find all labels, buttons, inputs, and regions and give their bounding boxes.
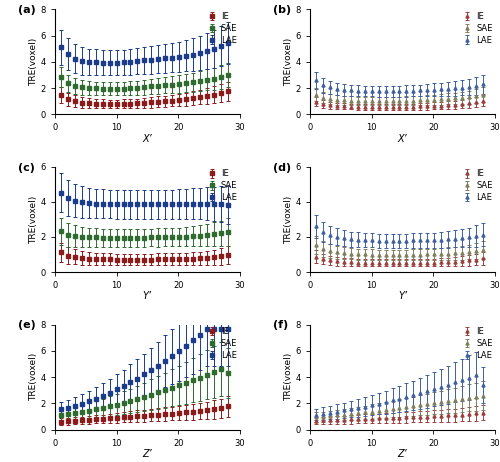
X-axis label: Y’: Y’ xyxy=(398,292,407,301)
Text: (d): (d) xyxy=(273,163,291,173)
Legend: IE, SAE, LAE: IE, SAE, LAE xyxy=(206,11,238,45)
Y-axis label: TRE(voxel): TRE(voxel) xyxy=(284,353,293,401)
Y-axis label: TRE(voxel): TRE(voxel) xyxy=(29,195,38,243)
X-axis label: Z’: Z’ xyxy=(398,449,407,459)
Legend: IE, SAE, LAE: IE, SAE, LAE xyxy=(461,326,494,361)
Text: (b): (b) xyxy=(273,5,291,15)
Text: (f): (f) xyxy=(273,320,288,330)
X-axis label: X’: X’ xyxy=(398,134,407,144)
X-axis label: Y’: Y’ xyxy=(143,292,152,301)
Y-axis label: TRE(voxel): TRE(voxel) xyxy=(29,353,38,401)
Text: (e): (e) xyxy=(18,320,36,330)
Legend: IE, SAE, LAE: IE, SAE, LAE xyxy=(206,169,238,203)
Legend: IE, SAE, LAE: IE, SAE, LAE xyxy=(206,326,238,361)
Legend: IE, SAE, LAE: IE, SAE, LAE xyxy=(461,11,494,45)
Y-axis label: TRE(voxel): TRE(voxel) xyxy=(284,195,293,243)
Text: (c): (c) xyxy=(18,163,35,173)
Legend: IE, SAE, LAE: IE, SAE, LAE xyxy=(461,169,494,203)
Y-axis label: TRE(voxel): TRE(voxel) xyxy=(284,38,293,86)
X-axis label: Z’: Z’ xyxy=(142,449,152,459)
X-axis label: X’: X’ xyxy=(142,134,152,144)
Text: (a): (a) xyxy=(18,5,36,15)
Y-axis label: TRE(voxel): TRE(voxel) xyxy=(29,38,38,86)
